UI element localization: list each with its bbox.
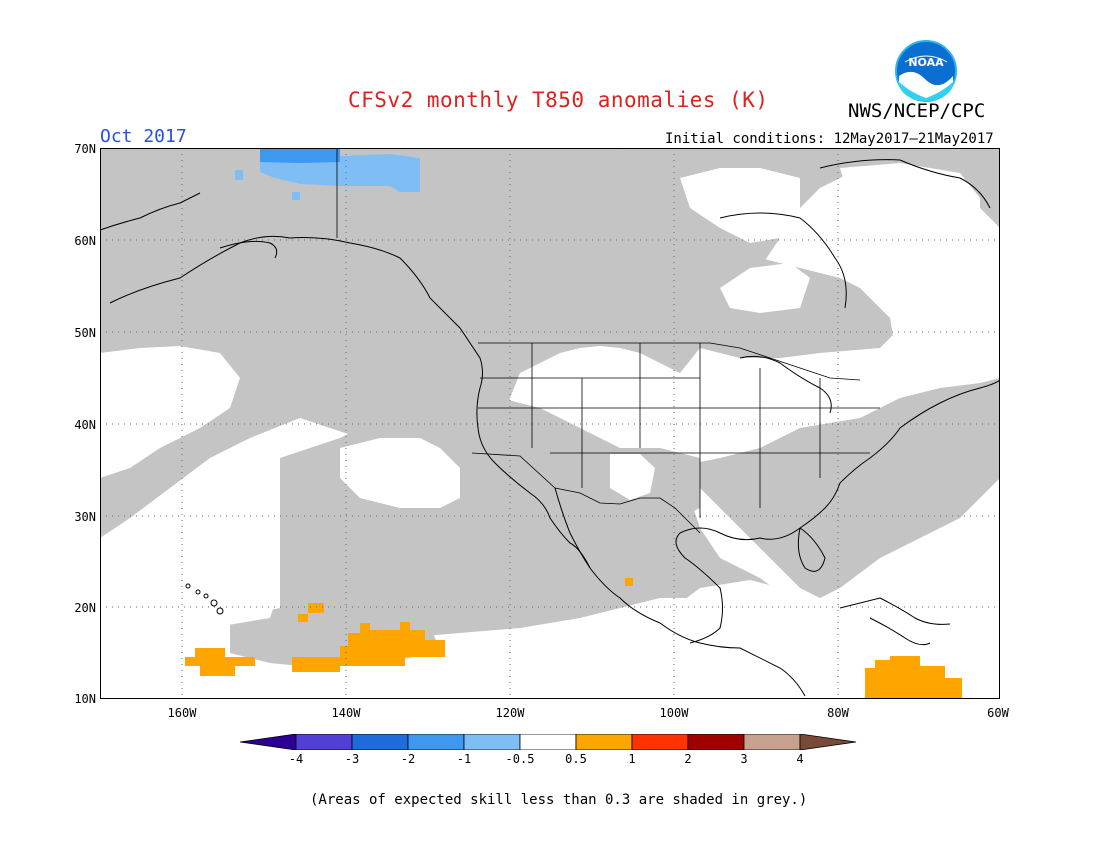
lon-label: 120W	[495, 706, 525, 720]
lon-label: 140W	[331, 706, 361, 720]
colorbar-tick-label: 0.5	[565, 752, 587, 766]
lon-label: 160W	[167, 706, 197, 720]
colorbar-tick-label: 3	[740, 752, 748, 766]
colorbar	[240, 734, 857, 750]
political-borders	[336, 148, 880, 534]
colorbar-swatch	[519, 734, 577, 750]
colorbar-swatch	[631, 734, 689, 750]
lat-label: 60N	[74, 234, 96, 248]
lat-label: 70N	[74, 142, 96, 156]
colorbar-tick-label: -2	[400, 752, 416, 766]
colorbar-tick-label: -0.5	[505, 752, 535, 766]
colorbar-swatch	[295, 734, 353, 750]
lon-label: 100W	[659, 706, 689, 720]
colorbar-swatch	[463, 734, 521, 750]
noaa-logo: NOAA	[895, 40, 957, 102]
footer-note: (Areas of expected skill less than 0.3 a…	[310, 792, 808, 808]
colorbar-right-arrow	[799, 734, 857, 750]
hawaii-islands	[185, 583, 224, 615]
lat-label: 20N	[74, 601, 96, 615]
lat-label: 30N	[74, 510, 96, 524]
lat-label: 40N	[74, 418, 96, 432]
colorbar-swatch	[575, 734, 633, 750]
colorbar-swatch	[743, 734, 801, 750]
colorbar-tick-label: 2	[684, 752, 692, 766]
colorbar-tick-label: 1	[628, 752, 636, 766]
colorbar-swatch	[351, 734, 409, 750]
negative-anomaly-areas	[235, 148, 420, 200]
colorbar-tick-label: 4	[796, 752, 804, 766]
colorbar-swatch	[407, 734, 465, 750]
chart-title: CFSv2 monthly T850 anomalies (K)	[348, 88, 769, 112]
colorbar-tick-label: -1	[456, 752, 472, 766]
positive-anomaly-areas	[185, 578, 962, 699]
colorbar-left-arrow	[240, 734, 297, 750]
lat-label: 50N	[74, 326, 96, 340]
colorbar-swatch	[687, 734, 745, 750]
agency-label: NWS/NCEP/CPC	[848, 100, 986, 122]
lat-label: 10N	[74, 692, 96, 706]
lon-label: 60W	[987, 706, 1009, 720]
colorbar-tick-label: -4	[288, 752, 304, 766]
lon-label: 80W	[827, 706, 849, 720]
coastlines	[100, 159, 1000, 697]
forecast-month: Oct 2017	[100, 126, 187, 147]
noaa-logo-text: NOAA	[908, 56, 944, 69]
anomaly-map	[100, 148, 1000, 699]
colorbar-tick-label: -3	[344, 752, 360, 766]
initial-conditions: Initial conditions: 12May2017–21May2017	[665, 131, 994, 147]
